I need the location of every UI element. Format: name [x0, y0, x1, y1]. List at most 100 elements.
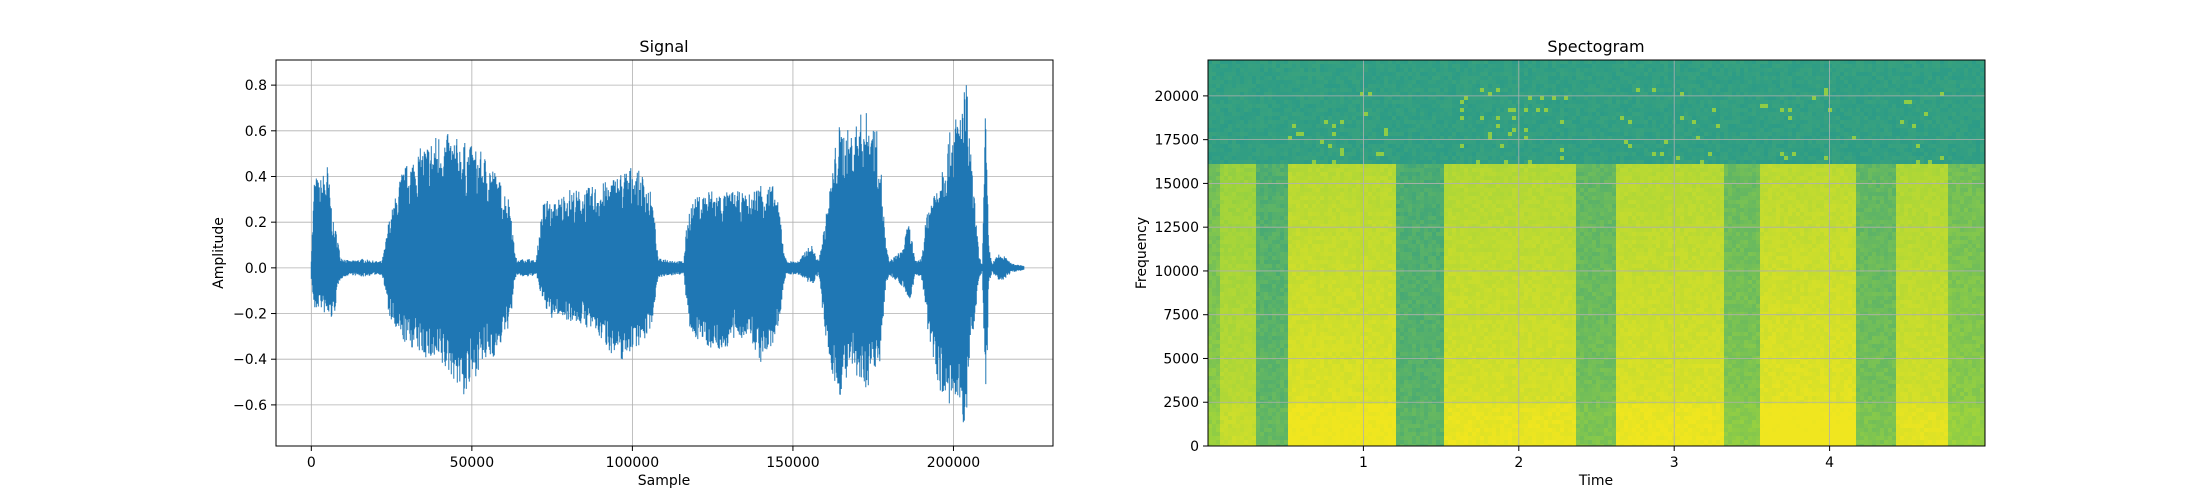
- spectrogram-cell: [1320, 212, 1325, 217]
- spectrogram-cell: [1276, 368, 1281, 373]
- spectrogram-cell: [1368, 188, 1373, 193]
- spectrogram-cell: [1400, 116, 1405, 121]
- spectrogram-cell: [1380, 260, 1385, 265]
- spectrogram-cell: [1348, 140, 1353, 145]
- spectrogram-cell: [1240, 96, 1245, 101]
- spectrogram-cell: [1324, 440, 1329, 445]
- spectrogram-cell: [1240, 116, 1245, 121]
- spectrogram-cell: [1384, 200, 1389, 205]
- spectrogram-cell: [1312, 284, 1317, 289]
- spectrogram-cell: [1304, 160, 1309, 165]
- spectrogram-cell: [1280, 116, 1285, 121]
- spectrogram-cell: [1252, 268, 1257, 273]
- spectrogram-cell: [1260, 268, 1265, 273]
- spectrogram-cell: [1328, 288, 1333, 293]
- spectrogram-cell: [1260, 232, 1265, 237]
- spectrogram-cell: [1248, 384, 1253, 389]
- spectrogram-cell: [1344, 160, 1349, 165]
- spectrogram-cell: [1244, 432, 1249, 437]
- spectrogram-cell: [1224, 316, 1229, 321]
- spectrogram-cell: [1356, 316, 1361, 321]
- spectrogram-cell: [1260, 368, 1265, 373]
- spectrogram-cell: [1392, 148, 1397, 153]
- spectrogram-cell: [1320, 108, 1325, 113]
- spectrogram-cell: [1264, 216, 1269, 221]
- spectrogram-cell: [1408, 172, 1413, 177]
- spectrogram-cell: [1248, 128, 1253, 133]
- spectrogram-cell: [1392, 396, 1397, 401]
- spectrogram-cell: [1216, 104, 1221, 109]
- spectrogram-cell: [1224, 168, 1229, 173]
- spectrogram-cell: [1404, 68, 1409, 73]
- spectrogram-cell: [1216, 276, 1221, 281]
- spectrogram-cell: [1368, 232, 1373, 237]
- spectrogram-cell: [1352, 132, 1357, 137]
- spectrogram-cell: [1356, 168, 1361, 173]
- spectrogram-cell: [1300, 440, 1305, 445]
- spectrogram-cell: [1248, 124, 1253, 129]
- spectrogram-cell: [1356, 372, 1361, 377]
- spectrogram-cell: [1264, 328, 1269, 333]
- spectrogram-cell: [1324, 156, 1329, 161]
- spectrogram-cell: [1356, 428, 1361, 433]
- spectrogram-cell: [1208, 316, 1213, 321]
- spectrogram-cell: [1224, 220, 1229, 225]
- spectrogram-cell: [1396, 76, 1401, 81]
- spectrogram-cell: [1384, 108, 1389, 113]
- spectrogram-cell: [1332, 412, 1337, 417]
- spectrogram-cell: [1360, 252, 1365, 257]
- spectrogram-cell: [1304, 256, 1309, 261]
- spectrogram-cell: [1316, 128, 1321, 133]
- spectrogram-cell: [1400, 376, 1405, 381]
- spectrogram-cell: [1272, 304, 1277, 309]
- spectrogram-cell: [1388, 100, 1393, 105]
- spectrogram-cell: [1332, 260, 1337, 265]
- spectrogram-cell: [1352, 144, 1357, 149]
- spectrogram-cell: [1284, 264, 1289, 269]
- spectrogram-cell: [1388, 288, 1393, 293]
- spectrogram-cell: [1408, 268, 1413, 273]
- spectrogram-cell: [1360, 116, 1365, 121]
- spectrogram-cell: [1332, 332, 1337, 337]
- spectrogram-cell: [1280, 148, 1285, 153]
- spectrogram-cell: [1304, 248, 1309, 253]
- spectrogram-cell: [1228, 224, 1233, 229]
- spectrogram-cell: [1392, 208, 1397, 213]
- spectrogram-cell: [1280, 160, 1285, 165]
- spectrogram-cell: [1312, 352, 1317, 357]
- spectrogram-cell: [1348, 412, 1353, 417]
- spectrogram-cell: [1216, 100, 1221, 105]
- spectrogram-cell: [1324, 364, 1329, 369]
- spectrogram-cell: [1208, 212, 1213, 217]
- spectrogram-cell: [1404, 340, 1409, 345]
- spectrogram-cell: [1276, 200, 1281, 205]
- spectrogram-cell: [1380, 292, 1385, 297]
- spectrogram-cell: [1208, 100, 1213, 105]
- spectrogram-cell: [1396, 248, 1401, 253]
- spectrogram-cell: [1320, 376, 1325, 381]
- spectrogram-cell: [1364, 88, 1369, 93]
- spectrogram-cell: [1352, 248, 1357, 253]
- spectrogram-cell: [1388, 176, 1393, 181]
- spectrogram-cell: [1320, 192, 1325, 197]
- spectrogram-cell: [1224, 416, 1229, 421]
- spectrogram-cell: [1228, 180, 1233, 185]
- spectrogram-cell: [1264, 60, 1269, 65]
- spectrogram-cell: [1272, 208, 1277, 213]
- spectrogram-cell: [1320, 364, 1325, 369]
- spectrogram-cell: [1296, 392, 1301, 397]
- spectrogram-cell: [1228, 300, 1233, 305]
- spectrogram-cell: [1324, 112, 1329, 117]
- spectrogram-cell: [1284, 156, 1289, 161]
- spectrogram-cell: [1316, 188, 1321, 193]
- spectrogram-cell: [1312, 228, 1317, 233]
- spectrogram-cell: [1220, 120, 1225, 125]
- spectrogram-cell: [1408, 360, 1413, 365]
- spectrogram-cell: [1304, 436, 1309, 441]
- spectrogram-cell: [1332, 120, 1337, 125]
- spectrogram-cell: [1348, 160, 1353, 165]
- spectrogram-cell: [1384, 344, 1389, 349]
- spectrogram-cell: [1364, 140, 1369, 145]
- spectrogram-cell: [1396, 104, 1401, 109]
- spectrogram-cell: [1368, 240, 1373, 245]
